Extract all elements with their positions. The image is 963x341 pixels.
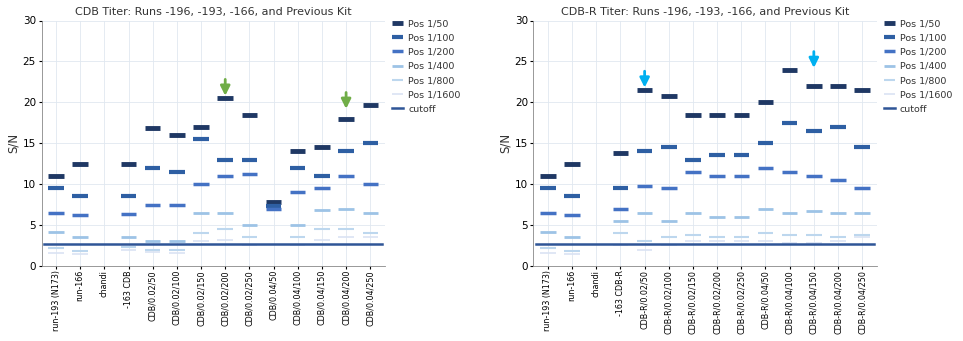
Legend: Pos 1/50, Pos 1/100, Pos 1/200, Pos 1/400, Pos 1/800, Pos 1/1600, cutoff: Pos 1/50, Pos 1/100, Pos 1/200, Pos 1/40… — [880, 16, 956, 117]
Title: CDB Titer: Runs -196, -193, -166, and Previous Kit: CDB Titer: Runs -196, -193, -166, and Pr… — [75, 7, 351, 17]
Title: CDB-R Titer: Runs -196, -193, -166, and Previous Kit: CDB-R Titer: Runs -196, -193, -166, and … — [560, 7, 849, 17]
Y-axis label: S/N: S/N — [7, 133, 20, 153]
Legend: Pos 1/50, Pos 1/100, Pos 1/200, Pos 1/400, Pos 1/800, Pos 1/1600, cutoff: Pos 1/50, Pos 1/100, Pos 1/200, Pos 1/40… — [388, 16, 464, 117]
Y-axis label: S/N: S/N — [499, 133, 512, 153]
